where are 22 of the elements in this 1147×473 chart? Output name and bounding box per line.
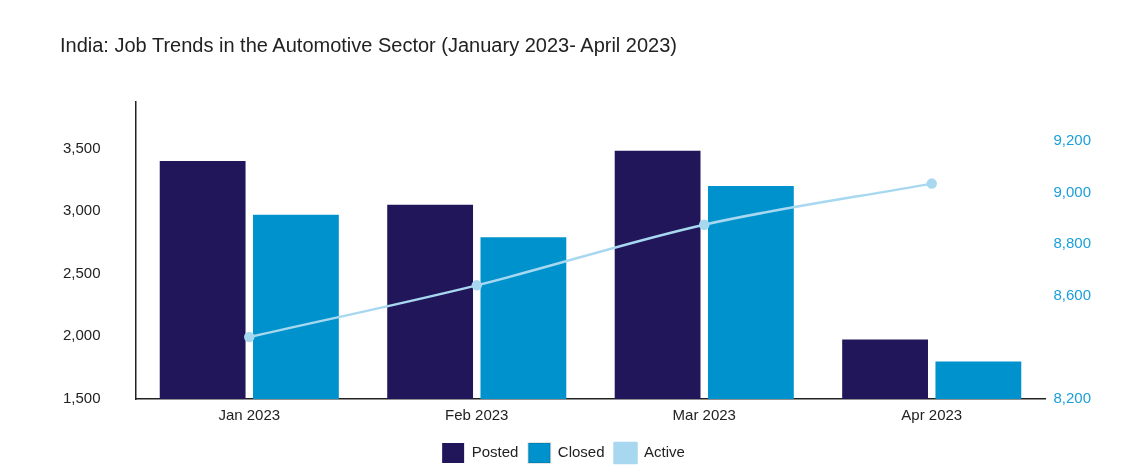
y2-tick-label: 9,200 xyxy=(1053,130,1092,148)
point xyxy=(471,280,483,291)
y-tick-label: 3,000 xyxy=(62,201,101,219)
y-tick-label: 2,000 xyxy=(62,326,101,344)
y2-tick-label: 8,600 xyxy=(1053,285,1092,303)
point xyxy=(244,331,255,343)
x-tick-label: Mar 2023 xyxy=(672,406,736,424)
point xyxy=(926,178,937,189)
point xyxy=(698,219,710,230)
y-tick-label: 2,500 xyxy=(62,263,101,281)
y2-tick-label: 8,800 xyxy=(1053,234,1092,252)
y2-tick-label: 8,200 xyxy=(1053,389,1092,407)
y-tick-label: 3,500 xyxy=(62,138,101,156)
x-tick-label: Jan 2023 xyxy=(218,406,281,424)
x-tick-label: Feb 2023 xyxy=(445,406,509,424)
chart-title: India: Job Trends in the Automotive Sector (January 2023- April 2023) xyxy=(59,33,679,58)
y2-tick-label: 9,000 xyxy=(1053,182,1092,200)
y-tick-label: 1,500 xyxy=(62,389,101,407)
legend-label: Closed xyxy=(557,443,605,461)
legend-label: Active xyxy=(644,443,685,461)
legend-label: Posted xyxy=(471,443,519,461)
x-tick-label: Apr 2023 xyxy=(901,406,963,424)
